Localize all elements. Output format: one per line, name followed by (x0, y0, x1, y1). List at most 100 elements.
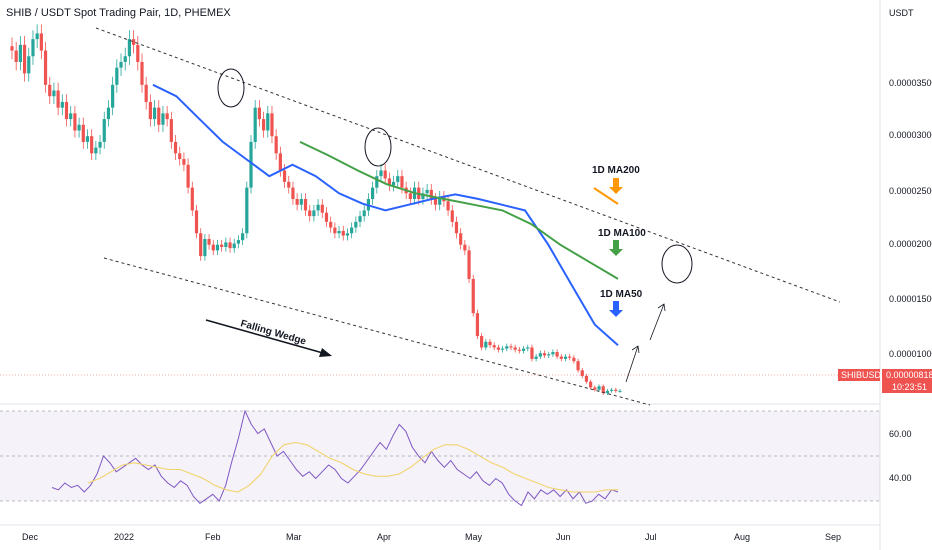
candle-body (274, 136, 278, 154)
candle-body (618, 390, 622, 392)
candle-body (203, 238, 207, 257)
candle-body (299, 199, 303, 205)
projection-arrow[interactable] (625, 345, 640, 383)
candle-body (312, 210, 316, 217)
candle-body (228, 242, 232, 249)
candle-body (593, 387, 597, 390)
candle-body (316, 204, 320, 211)
ma50-arrow-icon (609, 301, 623, 317)
candle-body (337, 230, 341, 234)
candle-body (446, 201, 450, 211)
wedge-upper-trendline[interactable] (95, 27, 841, 303)
candle-body (220, 244, 224, 247)
candle-body (123, 56, 127, 62)
candle-body (182, 159, 186, 165)
price-tick-label: 0.00002500 (889, 186, 932, 196)
candle-body (73, 113, 77, 131)
price-tick-label: 0.00003000 (889, 130, 932, 140)
candle-body (52, 90, 56, 97)
candle-body (391, 181, 396, 186)
candle-body (492, 345, 496, 348)
time-tick-label: 2022 (114, 532, 134, 542)
candle-body (329, 221, 333, 228)
candle-body (173, 141, 178, 154)
touch-circle[interactable] (364, 127, 392, 167)
candle-body (425, 189, 429, 194)
candle-body (400, 176, 404, 188)
candle-body (500, 348, 505, 350)
candle-body (379, 170, 383, 177)
candle-body (282, 170, 287, 182)
candle-body (22, 44, 27, 74)
candle-body (132, 39, 136, 45)
candle-body (320, 204, 324, 213)
candle-body (467, 250, 471, 279)
wedge-lower-trendline[interactable] (103, 257, 651, 406)
ma200-label: 1D MA200 (592, 165, 640, 176)
candle-body (64, 101, 69, 120)
candle-body (56, 90, 60, 108)
rsi-ma-line (87, 441, 618, 493)
candle-body (345, 233, 350, 236)
candle-body (358, 216, 362, 222)
candle-body (152, 107, 157, 120)
candle-body (484, 341, 488, 348)
candle-body (605, 390, 610, 394)
candle-body (551, 352, 555, 355)
candle-body (559, 356, 563, 359)
candle-body (287, 181, 291, 188)
candle-body (199, 233, 203, 257)
candle-body (10, 46, 14, 51)
candle-body (157, 107, 161, 125)
candle-body (94, 147, 98, 154)
candle-body (438, 196, 442, 205)
ma100-arrow-icon (609, 240, 623, 256)
candle-body (333, 227, 337, 234)
candle-body (555, 352, 559, 357)
candle-body (148, 101, 152, 120)
candle-body (69, 113, 73, 120)
candle-body (278, 153, 282, 171)
candle-body (111, 84, 115, 108)
candle-body (253, 107, 257, 142)
candle-body (249, 141, 253, 188)
candle-body (245, 187, 249, 234)
candle-body (454, 221, 459, 234)
candle-body (136, 44, 140, 62)
candle-body (513, 347, 517, 350)
candle-body (291, 187, 295, 200)
candle-body (106, 107, 111, 120)
time-tick-label: May (465, 532, 483, 542)
ma200-arrow-icon (609, 178, 623, 194)
time-axis: Dec 2022 Feb Mar Apr May Jun Jul Aug Sep (22, 532, 841, 542)
time-tick-label: Jul (645, 532, 657, 542)
candle-body (572, 357, 576, 362)
candle-body (597, 386, 601, 390)
candle-body (387, 178, 391, 186)
moving-average-series (152, 83, 619, 346)
target-circle[interactable] (661, 244, 693, 284)
candle-body (81, 124, 85, 142)
candle-body (98, 141, 102, 148)
candle-body (538, 353, 542, 357)
ma50-label: 1D MA50 (600, 289, 643, 300)
price-tag-symbol: SHIBUSDT (841, 370, 887, 380)
falling-wedge-arrow[interactable] (205, 319, 332, 357)
candle-body (161, 113, 165, 125)
ma100-line[interactable] (299, 140, 619, 280)
candle-body (450, 210, 454, 222)
projection-arrow[interactable] (649, 303, 666, 341)
candle-body (35, 33, 39, 40)
ma50-line[interactable] (152, 83, 619, 346)
candle-body (90, 136, 94, 154)
candle-body (526, 347, 530, 349)
price-tick-label: 0.00003500 (889, 78, 932, 88)
candle-body (324, 212, 329, 222)
touch-circle[interactable] (217, 68, 245, 108)
candle-body (421, 193, 425, 200)
candle-body (534, 356, 538, 359)
candle-body (568, 356, 572, 358)
candle-body (396, 176, 400, 182)
